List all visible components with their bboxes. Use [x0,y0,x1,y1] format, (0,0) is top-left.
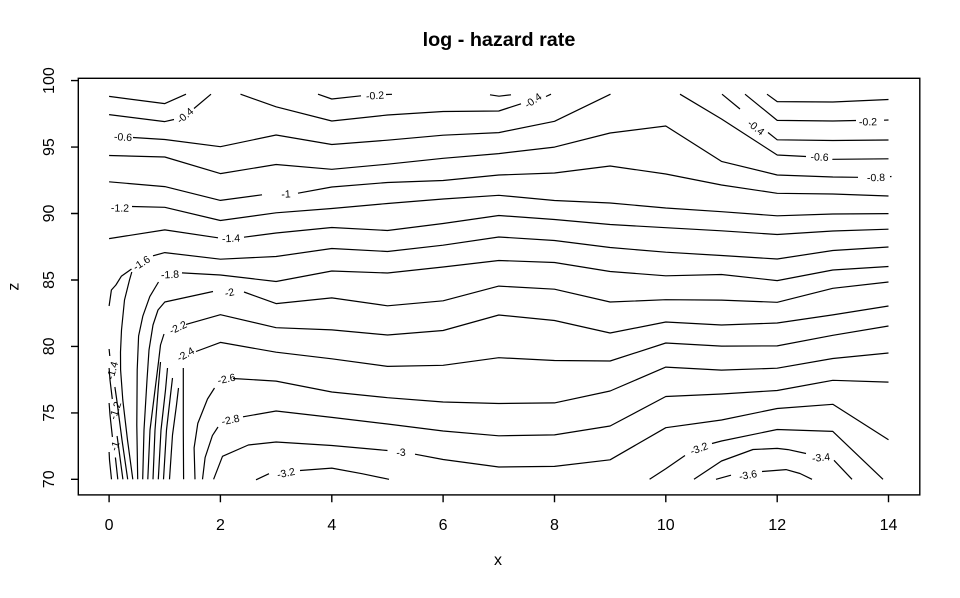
svg-text:-0.8: -0.8 [867,172,885,184]
svg-text:x: x [494,552,502,569]
svg-text:70: 70 [41,470,58,488]
svg-text:6: 6 [439,517,448,534]
svg-text:-1: -1 [108,440,123,453]
svg-text:-0.6: -0.6 [114,131,133,144]
svg-text:-2.6: -2.6 [217,372,237,388]
svg-text:-3.2: -3.2 [689,440,710,458]
svg-text:14: 14 [880,517,898,534]
svg-text:-1.4: -1.4 [105,360,122,381]
svg-text:80: 80 [41,337,58,355]
svg-text:-3.2: -3.2 [276,466,296,482]
svg-text:0: 0 [105,517,114,534]
svg-text:-0.2: -0.2 [859,116,877,128]
svg-text:-3: -3 [396,447,406,459]
svg-text:-1.4: -1.4 [222,233,241,246]
svg-text:90: 90 [41,205,58,223]
svg-text:log - hazard rate: log - hazard rate [423,29,576,51]
svg-text:-1.2: -1.2 [107,400,124,421]
svg-text:-2: -2 [224,286,236,300]
svg-text:10: 10 [657,517,675,534]
svg-text:-3.6: -3.6 [738,468,758,483]
svg-text:95: 95 [41,138,58,156]
svg-text:-0.2: -0.2 [366,89,385,102]
svg-text:75: 75 [41,404,58,422]
svg-text:100: 100 [41,67,58,94]
svg-text:-1: -1 [281,188,291,200]
svg-text:8: 8 [550,517,559,534]
svg-text:-2.8: -2.8 [221,413,241,429]
svg-text:12: 12 [768,517,786,534]
svg-text:z: z [6,283,23,291]
svg-text:-1.8: -1.8 [161,269,180,282]
svg-text:4: 4 [327,517,336,534]
svg-text:2: 2 [216,517,225,534]
svg-text:-1.2: -1.2 [111,202,129,214]
svg-text:-0.6: -0.6 [810,151,829,164]
svg-text:85: 85 [41,271,58,289]
svg-text:-3.4: -3.4 [811,451,830,465]
